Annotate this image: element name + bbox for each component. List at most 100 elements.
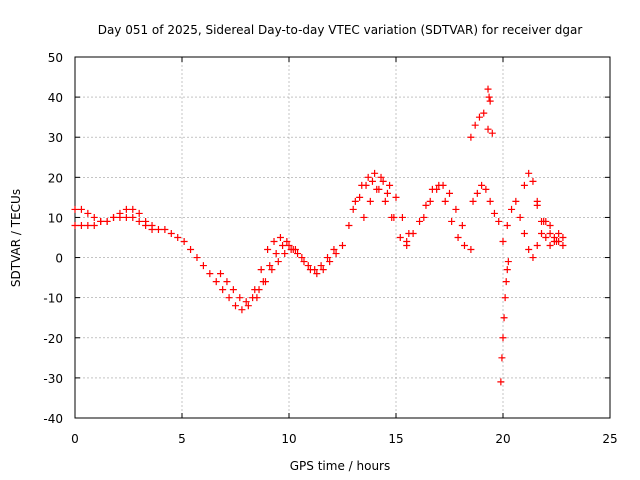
data-point [135,217,143,225]
data-point [174,234,182,241]
series-trace-e [339,169,411,250]
series-trace-i [420,181,466,229]
data-point [77,205,85,213]
data-point [499,238,507,246]
data-point [422,201,430,209]
series-trace-c [217,246,340,306]
series-trace-d [253,242,338,302]
data-point [244,302,252,310]
data-point [542,234,550,241]
x-tick-label: 0 [71,432,79,446]
data-point [377,173,385,181]
data-point [529,177,537,185]
data-point [274,258,282,266]
data-point [285,242,293,250]
data-point [217,270,225,278]
data-point [232,302,239,310]
data-point [546,229,554,237]
data-point [313,270,321,278]
data-point [253,294,261,302]
data-point [559,242,567,250]
x-tick-label: 5 [178,432,186,446]
data-point [392,193,400,201]
data-point [484,125,492,133]
data-point [255,286,263,294]
y-tick-label: 30 [48,131,63,145]
grid [75,57,610,418]
series-trace-p [533,201,567,250]
data-point [559,234,567,241]
data-point [300,258,308,266]
data-point [420,213,428,221]
data-point [199,262,207,270]
data-point [319,266,327,274]
data-point [500,314,508,322]
x-tick-label: 15 [388,432,403,446]
data-point [223,278,231,286]
data-point [266,262,274,270]
data-point [546,242,554,250]
data-point [403,238,411,246]
data-point [454,234,462,241]
data-point [448,217,456,225]
data-point [294,250,302,258]
data-point [97,217,105,225]
data-point [486,97,494,105]
y-tick-label: 20 [48,171,63,185]
data-point [439,181,447,189]
data-point [259,278,267,286]
data-point [416,217,424,225]
data-point [529,254,537,262]
data-point [520,181,528,189]
y-tick-label: -20 [43,332,63,346]
data-point [546,221,554,229]
data-point [508,205,516,213]
data-point [339,242,346,250]
data-point [486,197,494,205]
data-point [242,298,250,306]
data-point [324,254,332,262]
data-point [349,205,357,213]
data-point [238,306,246,314]
data-point [441,197,449,205]
y-tick-label: 0 [55,252,63,266]
data-point [103,217,111,225]
data-point [129,205,137,213]
data-point [388,213,396,221]
data-point [276,234,284,241]
data-point [167,229,175,237]
data-point [368,177,376,185]
data-point [206,270,214,278]
data-point [122,213,130,221]
data-point [379,177,387,185]
data-point [516,213,524,221]
data-point [356,193,364,201]
series-trace-m [484,85,494,105]
data-point [364,173,372,181]
data-point [351,197,359,205]
data-point [503,221,511,229]
data-point [71,205,79,213]
data-point [469,197,477,205]
x-tick-label: 10 [281,432,296,446]
data-point [475,113,483,121]
chart-title: Day 051 of 2025, Sidereal Day-to-day VTE… [98,23,583,37]
x-tick-label: 20 [495,432,510,446]
data-point [317,262,325,270]
data-point [90,213,98,221]
data-point [485,93,493,101]
data-point [84,221,92,229]
series-trace-l [497,258,512,386]
data-point [71,221,79,229]
data-point [326,258,334,266]
data-point [478,181,486,189]
y-tick-label: -40 [43,412,63,426]
data-point [281,250,289,258]
y-axis-label: SDTVAR / TECUs [9,189,23,287]
data-point [366,197,374,205]
data-point [540,217,548,225]
data-point [360,213,368,221]
data-point [129,213,137,221]
data-point [154,225,162,233]
